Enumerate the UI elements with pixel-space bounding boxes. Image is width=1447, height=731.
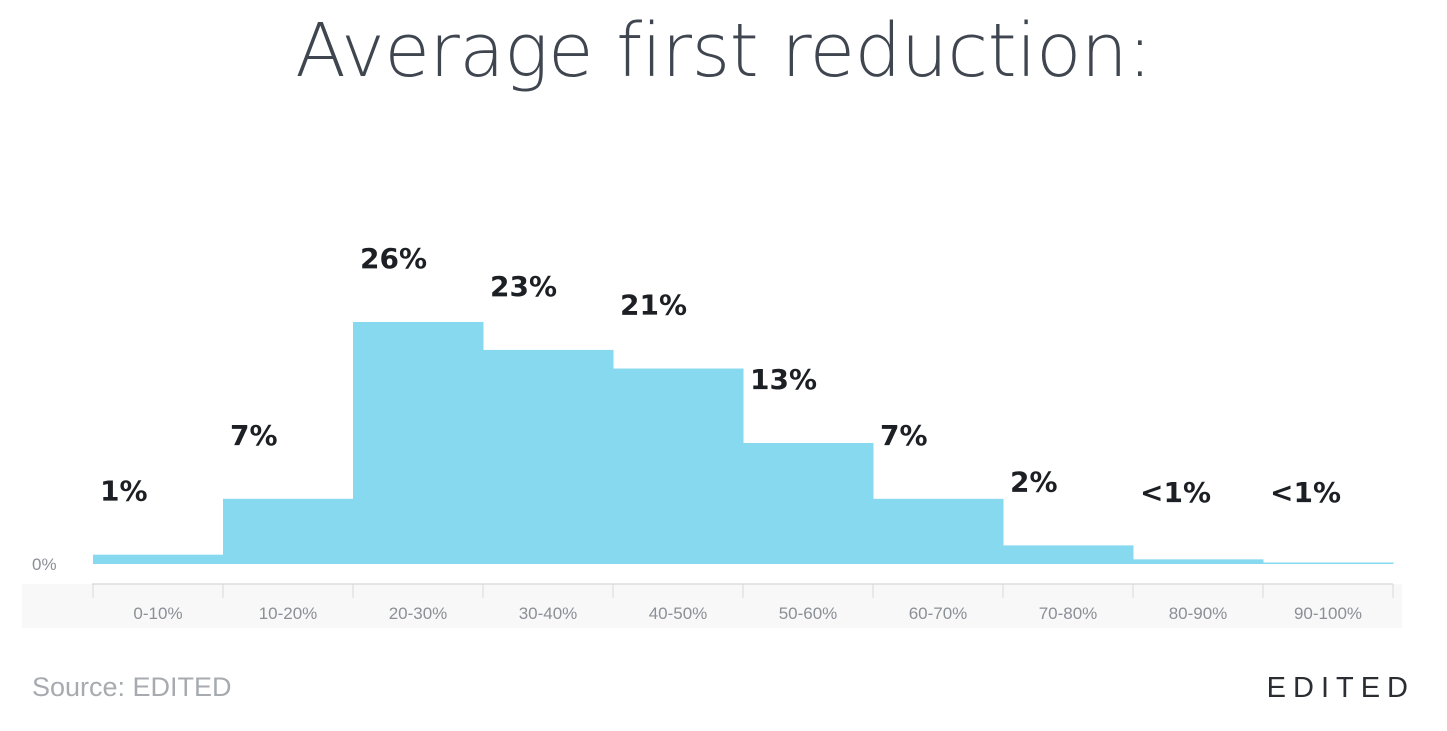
data-label-90-100%: <1% (1270, 476, 1341, 509)
x-tick-label-10-20%: 10-20% (259, 604, 318, 623)
y-zero-label: 0% (32, 555, 57, 574)
data-label-60-70%: 7% (880, 419, 928, 452)
bar-70-80% (1003, 545, 1134, 564)
x-tick-label-70-80%: 70-80% (1039, 604, 1098, 623)
x-tick-label-0-10%: 0-10% (133, 604, 182, 623)
data-label-80-90%: <1% (1140, 476, 1211, 509)
x-tick-label-30-40%: 30-40% (519, 604, 578, 623)
bar-40-50% (613, 368, 744, 564)
x-tick-label-20-30%: 20-30% (389, 604, 448, 623)
x-axis-band (22, 584, 1402, 628)
x-tick-label-60-70%: 60-70% (909, 604, 968, 623)
brand-logo: EDITED (1266, 672, 1415, 704)
ticks-group (92, 584, 1394, 598)
data-labels: 1% 7% 26% 23% 21% 13% 7% 2% <1% <1% (100, 242, 1341, 509)
bars-group (93, 322, 1394, 564)
bar-50-60% (743, 443, 874, 564)
bar-20-30% (353, 322, 484, 564)
x-tick-label-40-50%: 40-50% (649, 604, 708, 623)
data-label-70-80%: 2% (1010, 465, 1058, 498)
data-label-20-30%: 26% (360, 242, 427, 275)
bar-60-70% (873, 498, 1004, 564)
x-tick-label-80-90%: 80-90% (1169, 604, 1228, 623)
x-tick-labels: 0-10% 10-20% 20-30% 30-40% 40-50% 50-60% 60-70… (133, 604, 1362, 623)
data-label-40-50%: 21% (620, 289, 687, 322)
histogram-chart: 0-10% 10-20% 20-30% 30-40% 40-50% 50-60% 60-70… (22, 242, 1402, 628)
bar-90-100% (1263, 562, 1394, 564)
bar-30-40% (483, 349, 614, 564)
bar-10-20% (223, 498, 354, 564)
data-label-50-60%: 13% (750, 363, 817, 396)
data-label-0-10%: 1% (100, 475, 148, 508)
data-label-30-40%: 23% (490, 270, 557, 303)
x-tick-label-90-100%: 90-100% (1294, 604, 1362, 623)
source-note: Source: EDITED (32, 672, 232, 702)
bar-0-10% (93, 554, 224, 564)
x-tick-label-50-60%: 50-60% (779, 604, 838, 623)
data-label-10-20%: 7% (230, 419, 278, 452)
bar-80-90% (1133, 559, 1264, 564)
chart-title: Average first reduction: (295, 8, 1152, 94)
